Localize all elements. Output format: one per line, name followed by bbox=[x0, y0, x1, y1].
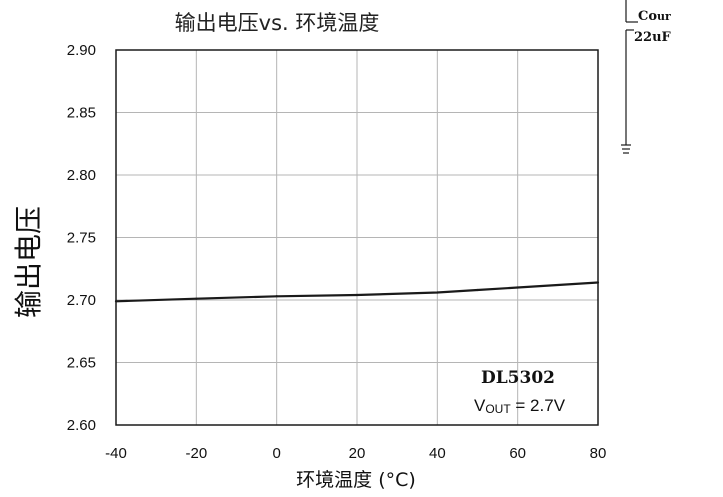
part-number-label: DL5302 bbox=[481, 368, 555, 388]
x-tick-label: 40 bbox=[429, 445, 446, 462]
y-tick-label: 2.85 bbox=[67, 105, 96, 122]
chart-title: 输出电压vs. 环境温度 bbox=[175, 11, 380, 35]
x-tick-label: -40 bbox=[105, 445, 127, 462]
plot-frame bbox=[115, 49, 599, 426]
data-point bbox=[195, 297, 198, 300]
schematic-fragment: Cour 22uF bbox=[621, 0, 672, 154]
series-line bbox=[115, 281, 599, 303]
data-point bbox=[516, 286, 519, 289]
y-tick-label: 2.90 bbox=[67, 42, 96, 59]
data-point bbox=[436, 291, 439, 294]
x-tick-label: -20 bbox=[185, 445, 207, 462]
condition-label: VOUT = 2.7V bbox=[474, 396, 566, 416]
data-point bbox=[476, 288, 479, 292]
y-tick-label: 2.80 bbox=[67, 167, 96, 184]
x-axis-label: 环境温度 (°C) bbox=[296, 469, 416, 491]
condition-subscript: OUT bbox=[485, 402, 511, 416]
tick-labels: -40 -20 0 20 40 60 80 2.90 2.85 2.80 2.75 2.70 2.65 2… bbox=[67, 42, 607, 462]
data-point bbox=[355, 293, 359, 297]
x-tick-label: 20 bbox=[349, 445, 366, 462]
condition-prefix: V bbox=[474, 396, 486, 415]
condition-value: = 2.7V bbox=[511, 396, 566, 415]
y-tick-label: 2.75 bbox=[67, 230, 96, 247]
capacitor-value: 22uF bbox=[634, 30, 672, 45]
capacitor-label: Cour bbox=[638, 9, 671, 24]
x-tick-label: 80 bbox=[590, 445, 607, 462]
x-tick-label: 60 bbox=[509, 445, 526, 462]
y-tick-label: 2.70 bbox=[67, 292, 96, 309]
x-tick-label: 0 bbox=[272, 445, 280, 462]
y-tick-label: 2.60 bbox=[67, 417, 96, 434]
data-point bbox=[275, 295, 278, 298]
y-axis-label: 输出电压 bbox=[12, 206, 45, 318]
y-tick-label: 2.65 bbox=[67, 355, 96, 372]
